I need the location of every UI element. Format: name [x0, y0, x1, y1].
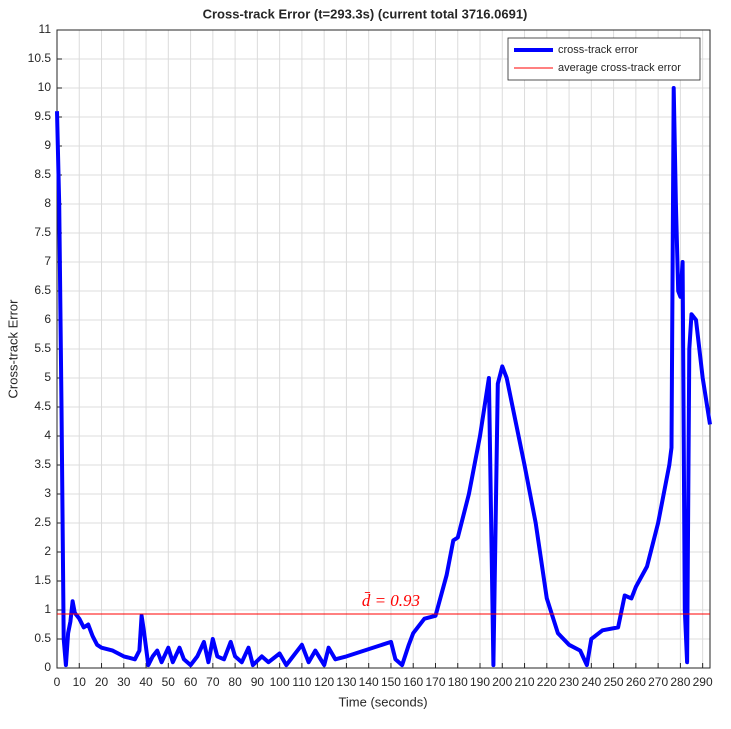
y-tick-label: 4 — [44, 428, 51, 442]
legend-label: average cross-track error — [558, 62, 681, 74]
x-tick-label: 180 — [448, 675, 468, 689]
y-tick-label: 1 — [44, 602, 51, 616]
y-tick-label: 8 — [44, 196, 51, 210]
x-tick-label: 0 — [54, 675, 61, 689]
legend-label: cross-track error — [558, 44, 638, 56]
y-axis-label: Cross-track Error — [5, 299, 20, 399]
legend-box — [507, 37, 701, 81]
x-axis-label: Time (seconds) — [338, 694, 427, 709]
x-tick-label: 50 — [162, 675, 176, 689]
x-tick-label: 260 — [626, 675, 646, 689]
y-tick-label: 1.5 — [34, 573, 51, 587]
x-tick-label: 210 — [515, 675, 535, 689]
x-tick-label: 20 — [95, 675, 109, 689]
y-tick-label: 9.5 — [34, 109, 51, 123]
x-tick-label: 240 — [581, 675, 601, 689]
x-tick-label: 60 — [184, 675, 198, 689]
y-tick-label: 5.5 — [34, 341, 51, 355]
y-tick-label: 4.5 — [34, 399, 51, 413]
chart-title: Cross-track Error (t=293.3s) (current to… — [203, 6, 528, 21]
x-tick-label: 170 — [425, 675, 445, 689]
x-tick-label: 130 — [336, 675, 356, 689]
error-line — [55, 86, 712, 668]
y-tick-label: 0.5 — [34, 631, 51, 645]
x-tick-label: 160 — [403, 675, 423, 689]
y-tick-label: 0 — [44, 660, 51, 674]
y-tick-label: 11 — [39, 22, 52, 36]
axes-box — [56, 29, 711, 669]
y-tick-label: 6.5 — [34, 283, 51, 297]
y-tick-label: 2.5 — [34, 515, 51, 529]
y-tick-label: 9 — [44, 138, 51, 152]
y-tick-label: 3.5 — [34, 457, 51, 471]
y-tick-label: 7 — [44, 254, 51, 268]
y-tick-label: 6 — [44, 312, 51, 326]
x-tick-label: 190 — [470, 675, 490, 689]
x-tick-label: 110 — [292, 675, 311, 689]
y-tick-label: 8.5 — [34, 167, 51, 181]
x-tick-label: 90 — [251, 675, 265, 689]
x-tick-label: 120 — [314, 675, 334, 689]
x-tick-label: 40 — [139, 675, 153, 689]
x-tick-label: 10 — [73, 675, 87, 689]
x-tick-label: 30 — [117, 675, 131, 689]
x-tick-label: 220 — [537, 675, 557, 689]
annotation: d̄ = 0.93 — [362, 591, 420, 610]
x-tick-label: 270 — [648, 675, 668, 689]
x-tick-label: 140 — [359, 675, 379, 689]
x-tick-label: 80 — [228, 675, 242, 689]
y-tick-label: 2 — [44, 544, 51, 558]
x-tick-label: 290 — [693, 675, 713, 689]
x-tick-label: 100 — [270, 675, 290, 689]
x-tick-label: 280 — [670, 675, 690, 689]
y-tick-label: 10 — [38, 80, 52, 94]
y-tick-label: 5 — [44, 370, 51, 384]
x-tick-label: 250 — [604, 675, 624, 689]
y-tick-label: 10.5 — [28, 51, 52, 65]
y-tick-label: 7.5 — [34, 225, 51, 239]
y-tick-label: 3 — [44, 486, 51, 500]
x-tick-label: 70 — [206, 675, 220, 689]
x-tick-label: 230 — [559, 675, 579, 689]
x-tick-label: 150 — [381, 675, 401, 689]
x-tick-label: 200 — [492, 675, 512, 689]
